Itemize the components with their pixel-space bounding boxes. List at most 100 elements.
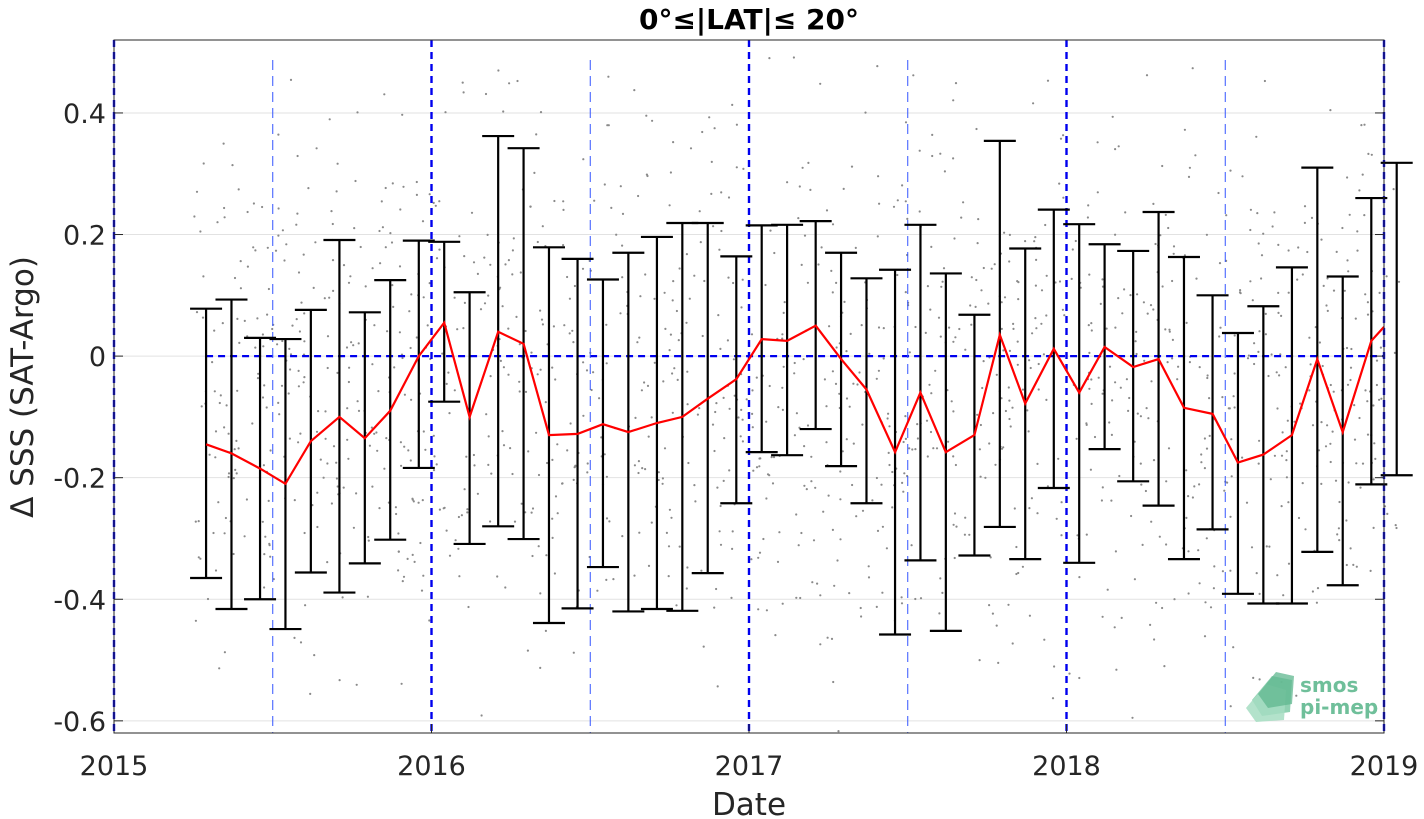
scatter-point (651, 119, 654, 122)
scatter-point (671, 372, 674, 375)
scatter-point (1008, 399, 1011, 402)
scatter-point (703, 279, 706, 283)
scatter-point (539, 111, 543, 114)
scatter-point (931, 154, 934, 158)
scatter-point (1068, 672, 1071, 675)
scatter-point (1032, 102, 1035, 105)
scatter-point (793, 372, 796, 375)
scatter-point (487, 294, 490, 297)
scatter-point (908, 351, 911, 354)
scatter-point (356, 111, 359, 114)
scatter-point (236, 317, 239, 320)
scatter-point (685, 321, 688, 324)
axis-ticks: 0.4 0.2 0 -0.2 -0.4 -0.6 2015 2016 2017 2018 2019 (53, 99, 1418, 782)
scatter-point (411, 553, 414, 557)
scatter-point (726, 339, 730, 342)
scatter-point (539, 592, 542, 595)
scatter-point (398, 265, 402, 268)
scatter-point (1085, 533, 1088, 536)
scatter-point (688, 297, 691, 300)
scatter-point (541, 323, 545, 326)
scatter-point (1154, 242, 1157, 246)
scatter-point (1096, 191, 1099, 194)
scatter-point (891, 470, 894, 474)
scatter-point (1258, 330, 1261, 333)
scatter-point (422, 296, 425, 299)
scatter-point (750, 558, 753, 561)
scatter-point (347, 281, 351, 284)
scatter-point (1046, 79, 1050, 82)
scatter-point (252, 246, 255, 249)
scatter-point (782, 311, 785, 314)
scatter-point (722, 479, 725, 482)
scatter-point (1352, 563, 1355, 567)
scatter-point (367, 539, 370, 542)
scatter-point (535, 133, 538, 136)
scatter-point (507, 327, 510, 330)
scatter-point (1124, 211, 1127, 214)
x-tick-label: 2016 (397, 751, 466, 782)
scatter-point (1374, 457, 1377, 460)
scatter-point (295, 318, 298, 321)
scatter-point (991, 612, 995, 615)
scatter-point (551, 536, 554, 540)
scatter-point (637, 471, 640, 475)
scatter-point (830, 637, 834, 641)
scatter-point (774, 634, 777, 637)
scatter-point (1346, 383, 1350, 386)
scatter-point (1258, 592, 1261, 596)
scatter-point (1378, 291, 1381, 294)
scatter-point (835, 346, 838, 349)
scatter-point (476, 492, 479, 495)
scatter-point (701, 130, 704, 134)
scatter-point (393, 366, 396, 369)
scatter-point (810, 455, 813, 458)
scatter-point (420, 589, 424, 592)
scatter-point (900, 596, 903, 599)
scatter-point (1173, 598, 1176, 601)
scatter-point (336, 485, 339, 488)
scatter-point (831, 370, 835, 373)
scatter-point (1370, 153, 1373, 156)
scatter-point (768, 57, 771, 60)
scatter-point (641, 467, 644, 470)
scatter-point (227, 432, 230, 435)
scatter-point (1321, 364, 1324, 368)
scatter-point (553, 572, 557, 575)
scatter-point (502, 110, 505, 113)
scatter-point (901, 184, 904, 187)
scatter-point (317, 410, 320, 413)
scatter-point (1206, 374, 1209, 377)
scatter-point (716, 685, 719, 688)
scatter-point (1021, 565, 1024, 568)
scatter-point (1168, 328, 1171, 331)
scatter-point (298, 330, 301, 333)
scatter-point (1258, 439, 1261, 442)
scatter-point (227, 472, 231, 475)
scatter-point (1078, 676, 1081, 680)
scatter-point (1309, 363, 1312, 366)
scatter-point (1255, 572, 1258, 575)
scatter-point (781, 333, 784, 336)
scatter-point (1171, 279, 1174, 283)
scatter-point (812, 539, 816, 542)
scatter-point (868, 352, 871, 355)
scatter-point (254, 346, 257, 349)
scatter-point (1002, 349, 1005, 352)
scatter-point (1185, 516, 1188, 520)
scatter-point (839, 470, 842, 473)
scatter-point (1325, 304, 1328, 307)
scatter-point (663, 291, 666, 294)
scatter-point (386, 330, 389, 333)
scatter-point (533, 171, 536, 174)
scatter-point (776, 560, 780, 564)
scatter-point (234, 468, 237, 471)
scatter-point (197, 520, 200, 523)
scatter-point (257, 372, 260, 375)
scatter-point (448, 412, 451, 415)
scatter-point (341, 596, 344, 599)
scatter-point (1349, 547, 1352, 550)
scatter-point (1008, 349, 1012, 352)
scatter-point (573, 284, 577, 288)
scatter-point (568, 297, 572, 300)
